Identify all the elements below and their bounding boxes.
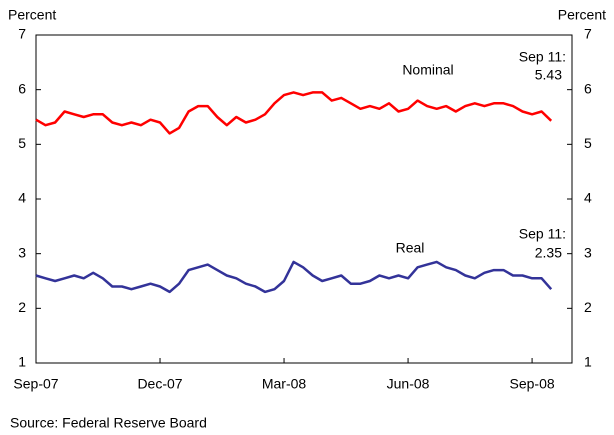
plot-frame (35, 34, 573, 364)
annotation: 2.35 (535, 245, 562, 261)
y2-tick-label: 2 (584, 299, 592, 315)
y-tick-label: 4 (18, 190, 26, 206)
x-tick-label: Sep-08 (510, 376, 555, 392)
y-tick-label: 5 (18, 135, 26, 151)
y2-tick-label: 5 (584, 135, 592, 151)
y-axis-label: Percent (8, 7, 56, 23)
y-tick-label: 3 (18, 244, 26, 260)
line (35, 260, 553, 294)
x-tick-label: Jun-08 (387, 376, 430, 392)
y2-tick-label: 7 (584, 26, 592, 42)
series-label: Nominal (402, 62, 453, 78)
x-tick-label: Sep-07 (13, 376, 58, 392)
source: Source: Federal Reserve Board (10, 415, 207, 431)
series-label: Real (396, 240, 425, 256)
x-tick-label: Mar-08 (262, 376, 307, 392)
y2-tick-label: 6 (584, 80, 592, 96)
annotation: Sep 11: (519, 49, 566, 65)
x-tick-label: Dec-07 (137, 376, 182, 392)
y2-axis-label: Percent (558, 7, 606, 23)
annotation: 5.43 (535, 67, 562, 83)
y2-tick-label: 4 (584, 190, 592, 206)
y-tick-label: 2 (18, 299, 26, 315)
y-tick-label: 1 (18, 354, 26, 370)
y2-tick-label: 3 (584, 244, 592, 260)
y-tick-label: 6 (18, 80, 26, 96)
y2-tick-label: 1 (584, 354, 592, 370)
line (35, 91, 553, 135)
annotation: Sep 11: (519, 226, 566, 242)
y-tick-label: 7 (18, 26, 26, 42)
